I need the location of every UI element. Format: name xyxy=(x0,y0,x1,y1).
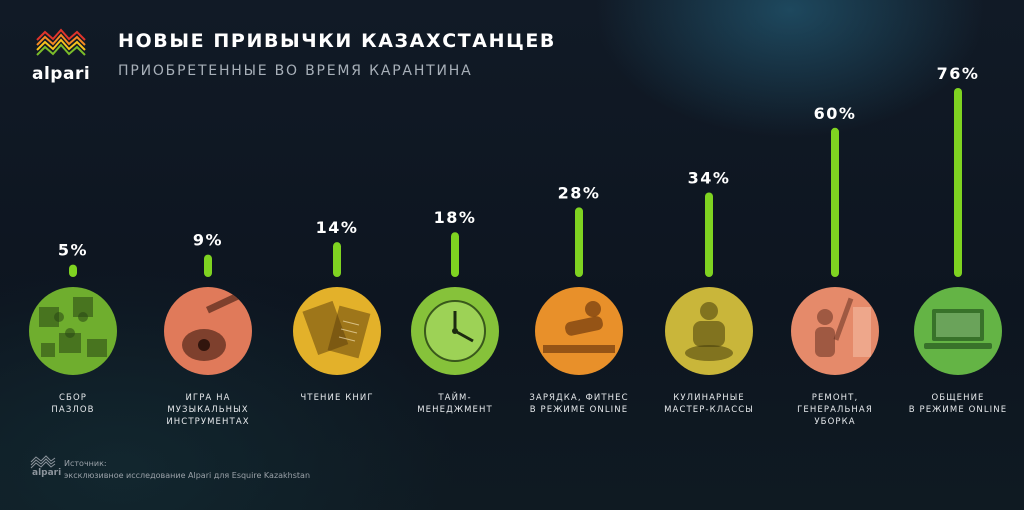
page-title: НОВЫЕ ПРИВЫЧКИ КАЗАХСТАНЦЕВ xyxy=(118,30,556,52)
alpari-waves-icon xyxy=(36,28,86,56)
bar-7 xyxy=(831,127,839,277)
value-label-4: 18% xyxy=(434,208,477,227)
bar-3 xyxy=(333,242,341,277)
category-photo-8 xyxy=(914,287,1002,375)
renovation-icon xyxy=(791,287,879,375)
bar-2 xyxy=(204,254,212,277)
bar-4 xyxy=(451,232,459,277)
value-label-6: 34% xyxy=(688,168,731,187)
category-photo-4 xyxy=(411,287,499,375)
bar-5 xyxy=(575,207,583,277)
brand-name: alpari xyxy=(32,64,91,84)
value-label-2: 9% xyxy=(193,231,223,250)
laptop-icon xyxy=(914,287,1002,375)
category-label-3: ЧТЕНИЕ КНИГ xyxy=(300,393,374,403)
value-label-1: 5% xyxy=(58,241,88,260)
source-text: эксклюзивное исследование Alpari для Esq… xyxy=(64,471,311,480)
value-label-5: 28% xyxy=(558,183,601,202)
bar-6 xyxy=(705,192,713,277)
clock-icon xyxy=(411,287,499,375)
category-label-6: КУЛИНАРНЫЕ МАСТЕР-КЛАССЫ xyxy=(664,393,754,415)
category-photo-6 xyxy=(665,287,753,375)
bar-1 xyxy=(69,264,77,277)
alpari-logo: alpari xyxy=(30,26,92,86)
footer-brand-name: alpari xyxy=(32,468,62,478)
category-photo-3 xyxy=(293,287,381,375)
category-label-2: ИГРА НА МУЗЫКАЛЬНЫХ ИНСТРУМЕНТАХ xyxy=(166,393,250,427)
category-photo-5 xyxy=(535,287,623,375)
fitness-icon xyxy=(535,287,623,375)
source-label: Источник: xyxy=(64,459,107,468)
cooking-icon xyxy=(665,287,753,375)
book-icon xyxy=(293,287,381,375)
category-photo-7 xyxy=(791,287,879,375)
bar-chart: 5% 9% 14% 18% 28% 34% 60% 76% xyxy=(58,64,980,277)
value-label-8: 76% xyxy=(937,64,980,83)
guitar-icon xyxy=(164,287,252,375)
footer-alpari-logo: alpari xyxy=(30,454,62,480)
category-label-5: ЗАРЯДКА, ФИТНЕС В РЕЖИМЕ ONLINE xyxy=(529,393,629,415)
category-label-4: ТАЙМ- МЕНЕДЖМЕНТ xyxy=(417,393,493,415)
category-label-8: ОБЩЕНИЕ В РЕЖИМЕ ONLINE xyxy=(908,393,1008,415)
value-label-7: 60% xyxy=(814,104,857,123)
bar-8 xyxy=(954,88,962,277)
page-subtitle: ПРИОБРЕТЕННЫЕ ВО ВРЕМЯ КАРАНТИНА xyxy=(118,63,473,79)
footer-waves-icon xyxy=(30,455,56,469)
value-label-3: 14% xyxy=(316,218,359,237)
puzzle-icon xyxy=(29,287,117,375)
category-photo-2 xyxy=(164,287,252,375)
category-photo-1 xyxy=(29,287,117,375)
category-label-1: СБОР ПАЗЛОВ xyxy=(51,393,95,415)
category-label-7: РЕМОНТ, ГЕНЕРАЛЬНАЯ УБОРКА xyxy=(797,393,873,427)
